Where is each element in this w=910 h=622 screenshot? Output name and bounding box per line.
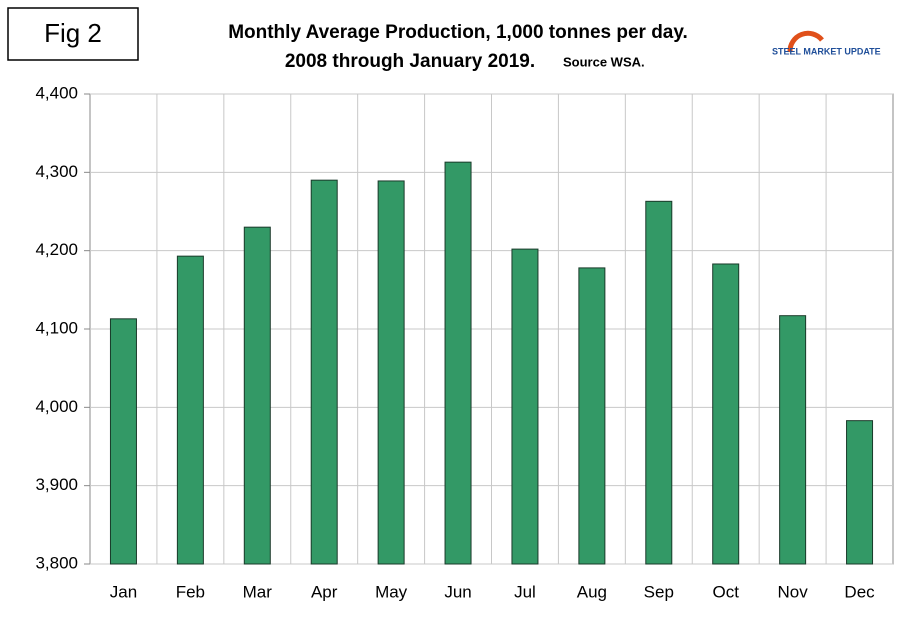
bar [578, 267, 606, 565]
bar [243, 226, 271, 565]
x-tick-label: Mar [243, 582, 273, 601]
y-tick-label: 3,800 [35, 553, 78, 572]
chart-title: Monthly Average Production, 1,000 tonnes… [228, 22, 688, 43]
bar [109, 318, 137, 565]
x-tick-label: Jul [514, 582, 536, 601]
y-tick-label: 4,300 [35, 162, 78, 181]
x-tick-label: Jun [444, 582, 471, 601]
y-tick-label: 4,400 [35, 83, 78, 102]
y-tick-label: 4,200 [35, 240, 78, 259]
bar [444, 161, 472, 565]
bar [310, 179, 338, 565]
y-tick-label: 4,100 [35, 318, 78, 337]
logo: STEEL MARKET UPDATE [772, 46, 881, 56]
x-tick-label: May [375, 582, 408, 601]
x-tick-label: Jan [110, 582, 137, 601]
x-tick-label: Feb [176, 582, 205, 601]
logo-arc [787, 30, 824, 53]
x-tick-label: Sep [644, 582, 674, 601]
x-tick-label: Oct [712, 582, 739, 601]
bar [779, 315, 807, 565]
x-tick-label: Apr [311, 582, 338, 601]
bar [176, 255, 204, 565]
x-tick-label: Dec [844, 582, 875, 601]
bar [712, 263, 740, 565]
y-tick-label: 4,000 [35, 397, 78, 416]
chart-source: Source WSA. [563, 54, 645, 69]
fig-label: Fig 2 [44, 18, 102, 48]
x-tick-label: Aug [577, 582, 607, 601]
bar [511, 248, 539, 565]
x-tick-label: Nov [778, 582, 809, 601]
chart-subtitle: 2008 through January 2019. [285, 51, 535, 72]
bar [846, 420, 874, 565]
bar [377, 180, 405, 565]
bar [645, 200, 673, 565]
y-tick-label: 3,900 [35, 475, 78, 494]
fig-box [7, 7, 139, 61]
